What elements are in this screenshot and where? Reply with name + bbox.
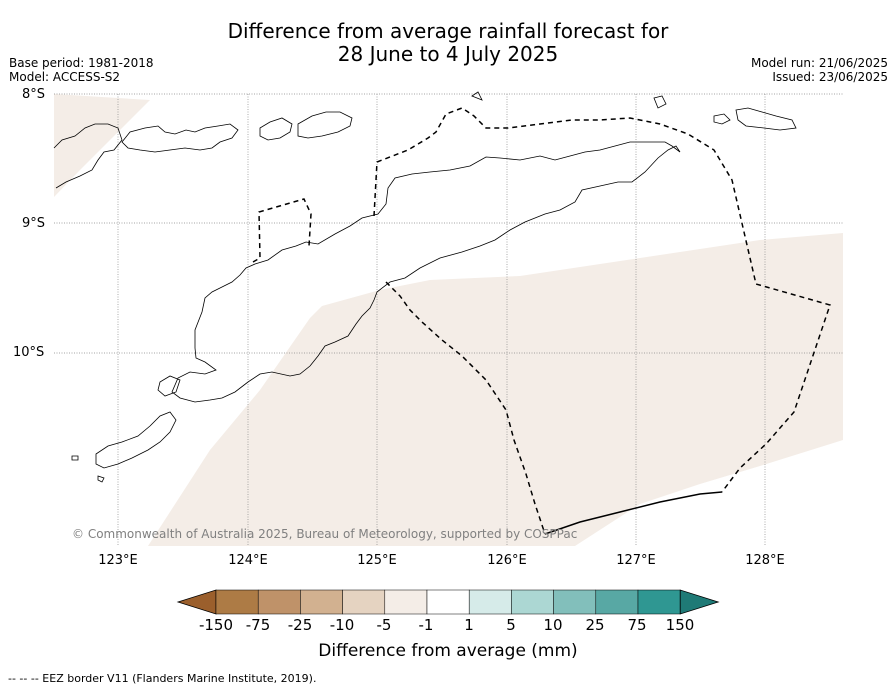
alor-island bbox=[297, 111, 353, 139]
colorbar-tick-label: -75 bbox=[245, 616, 271, 634]
colorbar-tick-label: -25 bbox=[287, 616, 313, 634]
colorbar-bin bbox=[595, 589, 639, 615]
colorbar-tick-label: -5 bbox=[376, 616, 392, 634]
lon-label-123e: 123°E bbox=[98, 553, 138, 568]
small-island-2 bbox=[713, 113, 731, 125]
drier-region-south bbox=[148, 233, 843, 546]
rote-island bbox=[95, 411, 177, 469]
colorbar-tick-label: 75 bbox=[627, 616, 647, 634]
lat-label-9s: 9°S bbox=[22, 216, 46, 231]
eez-border bbox=[252, 107, 831, 535]
colorbar-tick-label: -1 bbox=[418, 616, 434, 634]
model-name: Model: ACCESS-S2 bbox=[9, 70, 121, 84]
colorbar-bin bbox=[468, 589, 512, 615]
colorbar-tick-label: -150 bbox=[198, 616, 234, 634]
flores-island bbox=[53, 123, 123, 189]
copyright-notice: © Commonwealth of Australia 2025, Bureau… bbox=[72, 527, 578, 541]
colorbar-bin bbox=[553, 589, 597, 615]
savu-island bbox=[71, 455, 105, 483]
footer-legend-note: -- -- -- EEZ border V11 (Flanders Marine… bbox=[8, 672, 317, 685]
colorbar-arrow-high bbox=[679, 589, 720, 615]
lon-label-127e: 127°E bbox=[616, 553, 656, 568]
pantar-island bbox=[259, 117, 293, 141]
lon-label-126e: 126°E bbox=[487, 553, 527, 568]
wetar-island bbox=[735, 107, 797, 131]
colorbar-tick-label: 5 bbox=[506, 616, 516, 634]
small-island-3 bbox=[471, 91, 483, 101]
colorbar-bin bbox=[257, 589, 301, 615]
lon-label-124e: 124°E bbox=[228, 553, 268, 568]
colorbar-bin bbox=[384, 589, 428, 615]
drier-region-northwest bbox=[54, 94, 150, 197]
lon-label-128e: 128°E bbox=[745, 553, 785, 568]
colorbar-tick-label: 150 bbox=[665, 616, 695, 634]
colorbar-arrow-low bbox=[176, 589, 217, 615]
timor-island bbox=[171, 141, 681, 403]
colorbar-tick-label: 1 bbox=[464, 616, 474, 634]
issued-date: Issued: 23/06/2025 bbox=[772, 70, 888, 84]
colorbar-bin bbox=[637, 589, 681, 615]
base-period: Base period: 1981-2018 bbox=[9, 56, 154, 70]
lon-label-125e: 125°E bbox=[357, 553, 397, 568]
colorbar-tick-label: -10 bbox=[329, 616, 355, 634]
lat-label-8s: 8°S bbox=[22, 87, 46, 102]
colorbar-bin bbox=[215, 589, 259, 615]
colorbar-bin bbox=[342, 589, 386, 615]
colorbar-tick-label: 10 bbox=[543, 616, 563, 634]
small-island-1 bbox=[653, 95, 667, 109]
colorbar-bin bbox=[300, 589, 343, 615]
colorbar-bin bbox=[511, 589, 554, 615]
colorbar-title: Difference from average (mm) bbox=[318, 641, 578, 661]
model-run: Model run: 21/06/2025 bbox=[750, 56, 888, 70]
semau-island bbox=[157, 375, 181, 397]
lat-label-10s: 10°S bbox=[13, 345, 45, 360]
lembata-island bbox=[121, 123, 239, 153]
colorbar-bin bbox=[426, 589, 470, 615]
chart-title-line1: Difference from average rainfall forecas… bbox=[227, 19, 669, 43]
eez-border-solid-segment bbox=[544, 491, 723, 535]
chart-title-line2: 28 June to 4 July 2025 bbox=[337, 42, 559, 66]
colorbar-tick-label: 25 bbox=[585, 616, 605, 634]
